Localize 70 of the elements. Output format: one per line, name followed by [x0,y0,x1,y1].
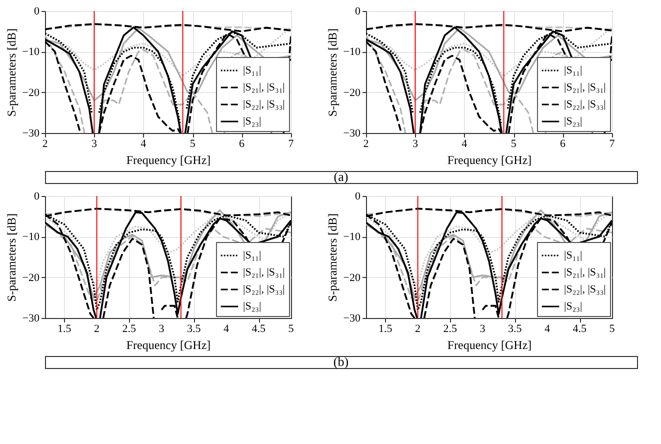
legend-label: |S₂₁|, |S₃₁| [564,266,606,278]
x-tick-label: 6 [560,138,566,150]
legend-label: |S₂₁|, |S₃₁| [243,266,285,278]
legend-label: |S₁₁| [243,250,262,262]
legend-label: |S₂₂|, |S₃₃| [243,284,285,296]
y-tick-label: −20 [22,272,40,284]
y-axis-title: S-parameters [dB] [4,213,18,302]
y-tick-label: −30 [343,312,361,324]
x-tick-label: 1.5 [378,323,393,335]
legend-label: |S₂₂|, |S₃₃| [564,98,606,110]
y-axis-title: S-parameters [dB] [325,28,340,117]
x-tick-label: 7 [609,138,616,150]
x-tick-label: 5 [288,323,294,335]
legend-label: |S₂₂|, |S₃₃| [564,284,606,296]
y-tick-label: 0 [355,6,361,18]
legend-label: |S₂₁|, |S₃₁| [243,82,285,94]
x-tick-label: 2 [363,138,369,150]
legend-label: |S₂₁|, |S₃₁| [564,82,606,94]
x-tick-label: 2.5 [122,323,137,335]
x-tick-label: 2 [42,138,48,150]
y-tick-label: 0 [34,6,40,18]
y-tick-label: −30 [22,312,40,324]
x-tick-label: 6 [239,138,246,150]
x-tick-label: 2 [94,323,100,335]
legend-label: |S₁₁| [564,250,582,262]
x-tick-label: 4 [140,138,147,150]
legend-label: |S₂₂|, |S₃₃| [243,98,285,110]
x-axis-title: Frequency [GHz] [126,153,211,167]
y-tick-label: −10 [343,46,361,58]
legend-label: |S₂₃| [243,300,262,312]
y-tick-label: −20 [343,272,361,284]
x-axis-title: Frequency [GHz] [447,153,532,167]
legend-label: |S₂₃| [564,116,582,128]
y-tick-label: −20 [343,86,361,99]
x-tick-label: 3 [480,323,486,335]
x-tick-label: 4 [224,323,230,335]
y-tick-label: −30 [343,128,361,140]
x-axis-title: Frequency [GHz] [126,338,211,352]
x-tick-label: 1.5 [58,323,72,335]
legend-label: |S₁₁| [243,64,262,76]
y-tick-label: −10 [22,231,40,244]
legend-label: |S₁₁| [564,64,582,76]
x-tick-label: 7 [288,138,294,150]
text: (a) [334,169,348,184]
x-tick-label: 3.5 [508,323,522,335]
x-tick-label: 4 [544,323,551,335]
text: (b) [333,354,349,369]
x-tick-label: 5 [609,323,616,335]
x-tick-label: 2 [415,323,421,335]
y-tick-label: −10 [22,46,40,58]
x-tick-label: 2.5 [443,323,458,335]
x-tick-label: 5 [190,138,196,150]
y-tick-label: 0 [355,190,361,202]
x-tick-label: 4.5 [252,323,266,335]
legend-label: |S₂₃| [243,116,262,128]
y-tick-label: −20 [22,86,40,99]
x-tick-label: 5 [510,138,517,150]
x-tick-label: 3.5 [187,323,202,335]
x-tick-label: 3 [158,323,165,335]
x-tick-label: 3 [91,138,98,150]
y-tick-label: 0 [34,190,40,202]
y-axis-title: S-parameters [dB] [325,213,340,302]
x-axis-title: Frequency [GHz] [447,338,532,352]
y-tick-label: −10 [343,231,361,244]
x-tick-label: 4.5 [572,323,588,335]
legend-label: |S₂₃| [564,300,582,312]
x-tick-label: 4 [462,138,468,150]
y-axis-title: S-parameters [dB] [4,28,18,117]
x-tick-label: 3 [412,138,418,150]
y-tick-label: −30 [22,128,40,140]
